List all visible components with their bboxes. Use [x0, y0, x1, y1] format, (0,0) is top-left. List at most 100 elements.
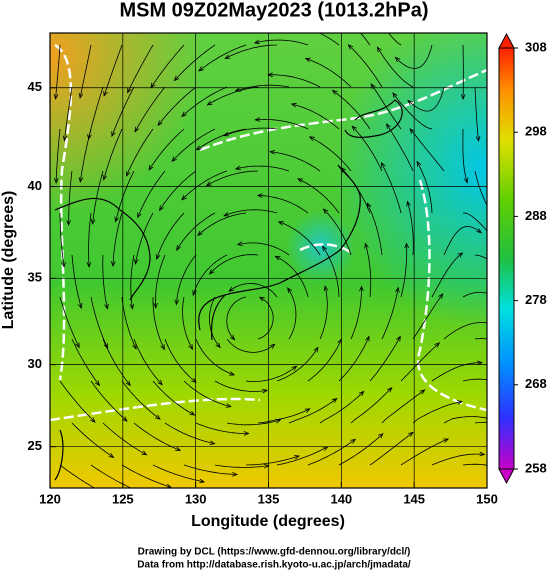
stream-arrow [395, 286, 400, 293]
stream-arrow [86, 262, 92, 268]
streamline [267, 74, 321, 88]
streamline [181, 170, 228, 201]
streamline [462, 129, 468, 183]
stream-arrow [208, 269, 215, 275]
stream-arrow [457, 252, 464, 258]
streamline [360, 33, 371, 46]
colorbar-tick-label: 258 [525, 460, 547, 475]
stream-arrow [195, 145, 202, 151]
streamline [102, 254, 108, 309]
streamline [288, 398, 338, 424]
streamline [55, 44, 61, 99]
stream-arrow [189, 410, 196, 416]
stream-arrow [293, 455, 300, 460]
streamline [307, 339, 342, 382]
streamline [474, 86, 479, 141]
streamline [275, 255, 309, 298]
streamline [270, 151, 321, 172]
streamline [171, 128, 216, 162]
streamline [276, 347, 319, 382]
stream-arrow [519, 353, 524, 357]
streamline [88, 212, 92, 267]
streamline [297, 178, 340, 214]
stream-arrow [364, 242, 369, 249]
streamline [59, 464, 96, 488]
streamline [164, 422, 215, 445]
streamline [103, 44, 123, 97]
stream-arrow [90, 218, 96, 225]
streamline [59, 380, 96, 423]
stream-arrow [155, 414, 161, 420]
streamline [71, 254, 82, 309]
stream-arrow [205, 181, 212, 187]
streamline [226, 296, 247, 340]
streamline [209, 254, 259, 275]
streamline [377, 46, 414, 88]
stream-arrow [157, 379, 163, 386]
streamline [287, 287, 297, 340]
stream-arrow [378, 433, 384, 439]
streamline [79, 44, 92, 98]
streamline [155, 254, 166, 308]
stream-arrow [148, 164, 154, 171]
stream-arrow [304, 57, 311, 63]
stream-arrow [262, 388, 269, 394]
stream-arrow [376, 46, 382, 53]
stream-arrow [53, 178, 59, 184]
streamline [257, 195, 309, 214]
stream-arrow [476, 228, 483, 234]
streamline [400, 243, 408, 298]
stream-arrow [258, 296, 265, 302]
streamline [135, 212, 154, 264]
streamline [340, 167, 371, 214]
streamline [443, 226, 482, 256]
stream-arrow [322, 245, 328, 252]
stream-arrow [287, 287, 293, 293]
stream-arrow [408, 431, 414, 437]
stream-arrow [78, 176, 84, 183]
stream-arrow [103, 343, 109, 350]
streamline [181, 86, 228, 117]
colorbar [498, 32, 515, 485]
streamline [407, 201, 414, 256]
stream-arrow [61, 261, 66, 268]
streamline [318, 33, 340, 46]
streamline [183, 464, 238, 475]
stream-arrow [416, 160, 422, 167]
stream-arrow [234, 87, 241, 92]
stream-arrow [181, 195, 187, 201]
streamline [257, 296, 274, 340]
streamline [112, 212, 123, 267]
stream-arrow [77, 303, 83, 310]
streamline [206, 170, 259, 186]
stream-arrow [254, 117, 261, 122]
streamline [369, 432, 414, 466]
streamline [462, 212, 487, 232]
stream-arrow [304, 408, 311, 413]
stream-arrow [122, 416, 128, 422]
streamline [102, 338, 131, 386]
field [50, 33, 524, 494]
streamline [365, 243, 372, 298]
stream-arrow [100, 490, 105, 494]
streamline [245, 365, 297, 382]
streamline [102, 422, 147, 456]
x-tick-label: 150 [476, 491, 498, 506]
stream-arrow [66, 220, 71, 226]
stream-arrow [171, 156, 177, 163]
stream-arrow [243, 431, 250, 436]
stream-arrow [460, 94, 466, 101]
streamline [305, 58, 352, 88]
stream-arrow [197, 230, 203, 237]
stream-arrow [102, 174, 108, 181]
y-tick-label: 40 [28, 178, 42, 193]
stream-arrow [137, 212, 142, 219]
stream-arrow [351, 125, 357, 132]
streamline [338, 433, 384, 466]
stream-arrow [78, 92, 84, 99]
streamline [338, 336, 370, 382]
streamline [235, 165, 290, 172]
streamline [369, 336, 401, 382]
stream-arrow [457, 400, 464, 405]
streamline [319, 286, 328, 340]
